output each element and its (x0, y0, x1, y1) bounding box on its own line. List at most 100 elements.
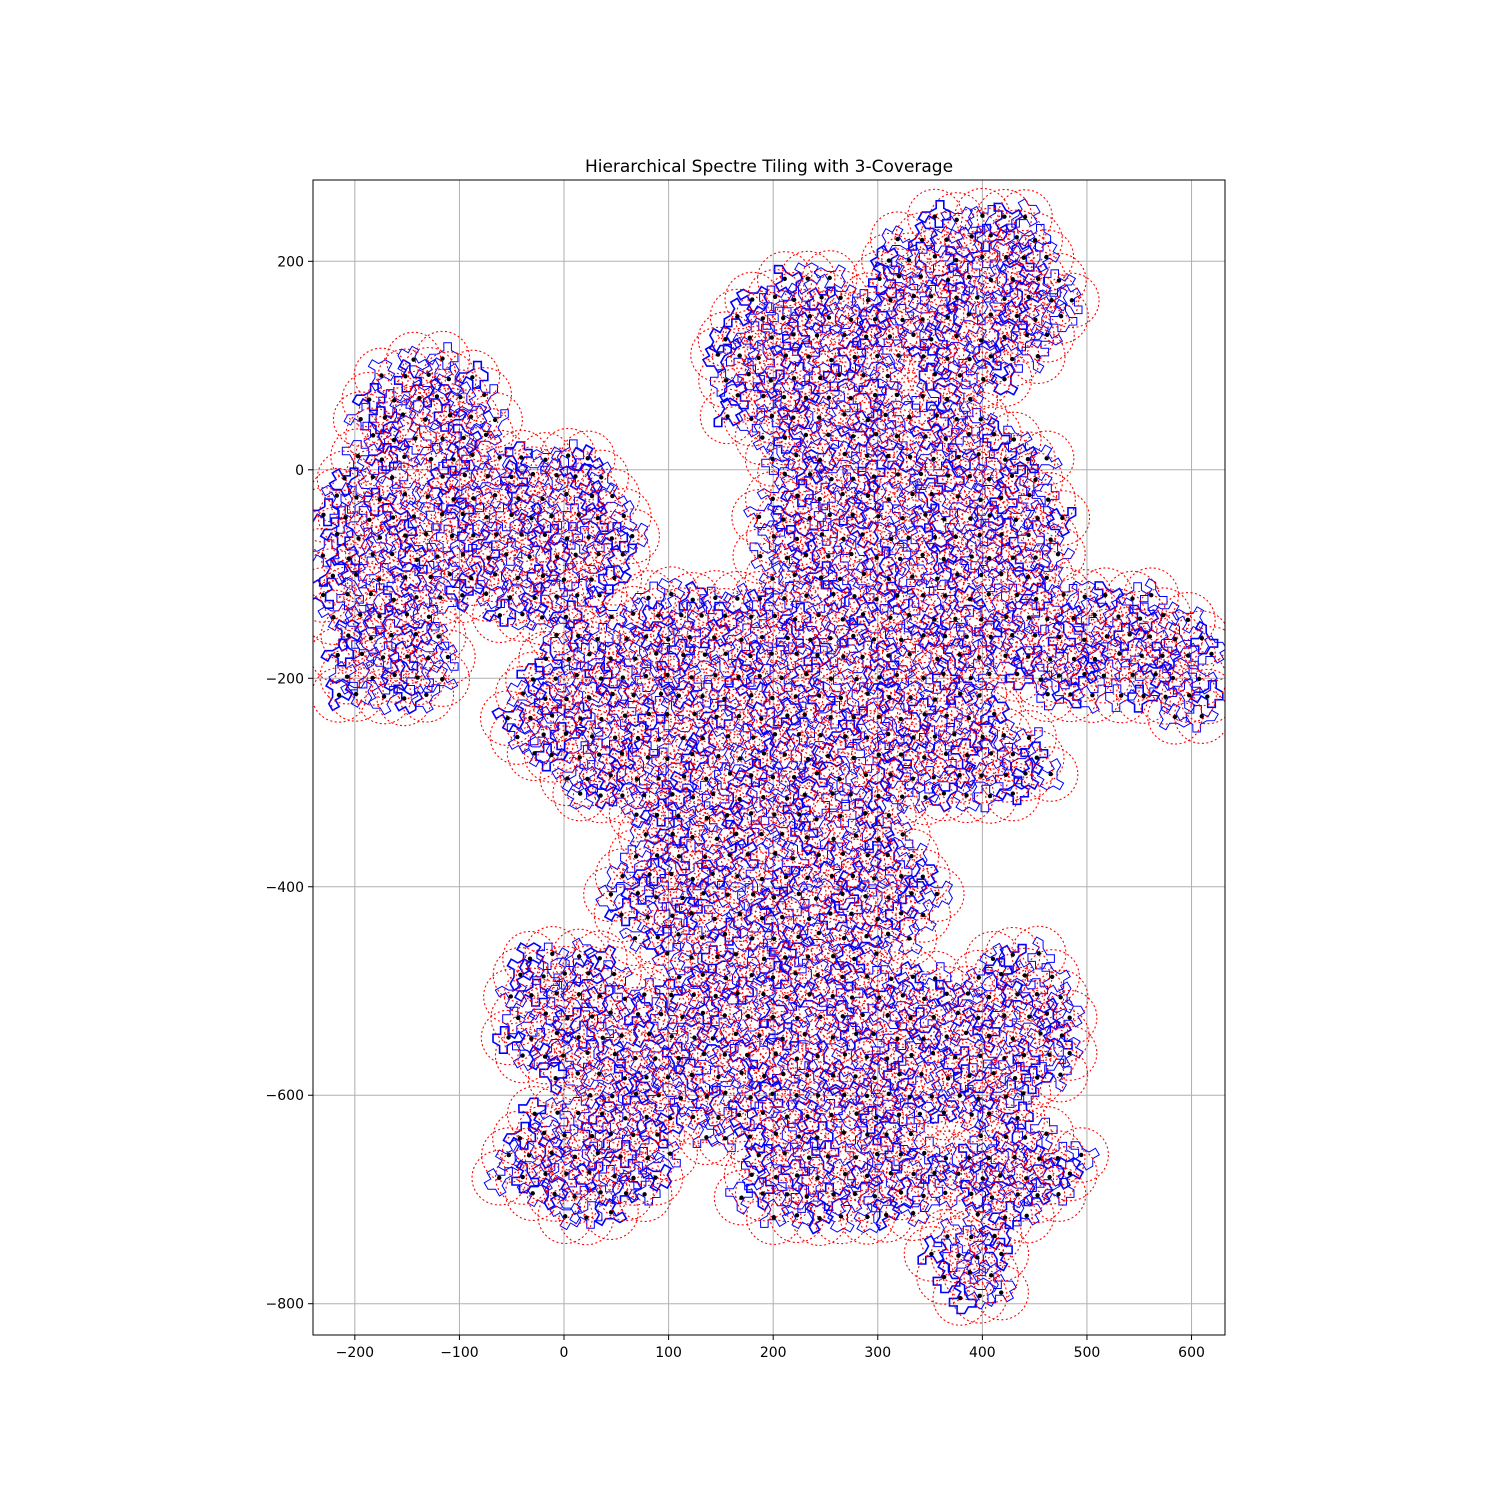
tile-center-point (877, 276, 882, 281)
coverage-circle (978, 589, 1034, 645)
tile (776, 403, 810, 433)
coverage-circle (563, 551, 620, 608)
tile-center-point (921, 633, 926, 638)
tile (790, 1185, 824, 1213)
coverage-circle (605, 1107, 662, 1163)
tile (813, 701, 847, 729)
tile-center-point (838, 1214, 844, 1219)
coverage-circle (812, 788, 869, 844)
tile-center-point (585, 776, 590, 782)
tile-center-point (1044, 1011, 1050, 1016)
tile-center-point (690, 751, 695, 757)
tile-center-point (771, 534, 777, 539)
tile (917, 1234, 948, 1265)
tile-center-point (573, 552, 578, 558)
tile-center-point (644, 1075, 649, 1080)
tile-center-point (872, 876, 877, 881)
tile-center-point (391, 437, 397, 443)
tile (850, 764, 880, 794)
tile (965, 240, 999, 269)
coverage-circle (1030, 1166, 1087, 1222)
tile-center-point (991, 1071, 996, 1076)
coverage-circle (608, 786, 665, 843)
coverage-circle (1022, 746, 1079, 802)
coverage-circle (713, 1169, 770, 1226)
coverage-circle (805, 1166, 862, 1223)
coverage-circle (800, 407, 857, 463)
tile-center-point (1023, 771, 1028, 776)
coverage-circle (1031, 609, 1088, 665)
tile-center-point (770, 496, 775, 502)
coverage-circle (481, 1127, 537, 1183)
tile-center-point (932, 372, 938, 377)
tile-center-point (886, 813, 892, 818)
tile-center-point (923, 434, 928, 439)
tile-center-point (692, 711, 697, 717)
tile-center-point (978, 1053, 983, 1059)
tile-center-point (819, 295, 824, 300)
tile (804, 721, 837, 749)
tile (627, 978, 661, 1006)
coverage-circle (759, 610, 816, 666)
coverage-circle (724, 271, 780, 328)
coverage-circle (860, 428, 916, 484)
tile-center-point (1116, 614, 1121, 619)
tile (894, 1007, 925, 1038)
coverage-circle (552, 765, 608, 822)
coverage-circle (377, 348, 434, 405)
tile-center-point (829, 873, 835, 879)
tile-center-point (954, 217, 959, 223)
coverage-circle (630, 750, 687, 807)
tile-center-point (771, 936, 777, 942)
tile-center-point (356, 536, 361, 541)
tile-center-point (451, 497, 456, 502)
tile-center-point (646, 711, 652, 717)
coverage-circle (731, 1007, 788, 1064)
tile-center-point (919, 237, 925, 243)
tile (344, 604, 374, 634)
tile-center-point (760, 435, 765, 440)
tile (1053, 284, 1083, 315)
tile-center-point (655, 935, 661, 940)
coverage-circle (528, 607, 585, 663)
tile-center-point (1034, 991, 1040, 997)
tile (1022, 1144, 1056, 1173)
coverage-circle (467, 467, 523, 524)
tile-center-point (976, 1015, 981, 1021)
tile-center-point (1067, 1050, 1072, 1056)
tile (479, 409, 509, 439)
tile-center-point (320, 553, 326, 558)
coverage-circle (593, 886, 650, 943)
coverage-circle (1032, 1046, 1089, 1103)
tile (933, 1217, 963, 1248)
tile-center-point (782, 435, 788, 440)
coverage-circle (654, 989, 711, 1045)
tile-center-point (876, 714, 882, 720)
coverage-circle (940, 965, 996, 1022)
tile-center-point (750, 297, 755, 302)
coverage-circle (618, 1089, 675, 1145)
tile (942, 1244, 976, 1272)
tile (835, 897, 863, 931)
tile-center-point (700, 694, 705, 699)
tile (799, 1121, 834, 1150)
coverage-circle (1020, 471, 1076, 528)
tile-center-point (966, 312, 971, 317)
tile (838, 859, 867, 893)
tile-center-point (1045, 616, 1050, 622)
coverage-circle (725, 709, 782, 766)
tile-center-point (988, 1273, 994, 1278)
tile-center-point (887, 695, 892, 700)
tile-center-point (830, 1035, 835, 1040)
coverage-circle (928, 270, 985, 326)
tile-center-point (871, 637, 877, 642)
tile-center-point (840, 617, 845, 622)
tile-center-point (447, 572, 452, 577)
coverage-circle (1056, 569, 1113, 625)
tile-center-point (895, 472, 901, 477)
tile-center-point (1058, 313, 1064, 319)
tile (792, 502, 826, 530)
coverage-circle (505, 446, 561, 502)
coverage-circle (1042, 666, 1099, 723)
tile-center-point (876, 793, 881, 799)
